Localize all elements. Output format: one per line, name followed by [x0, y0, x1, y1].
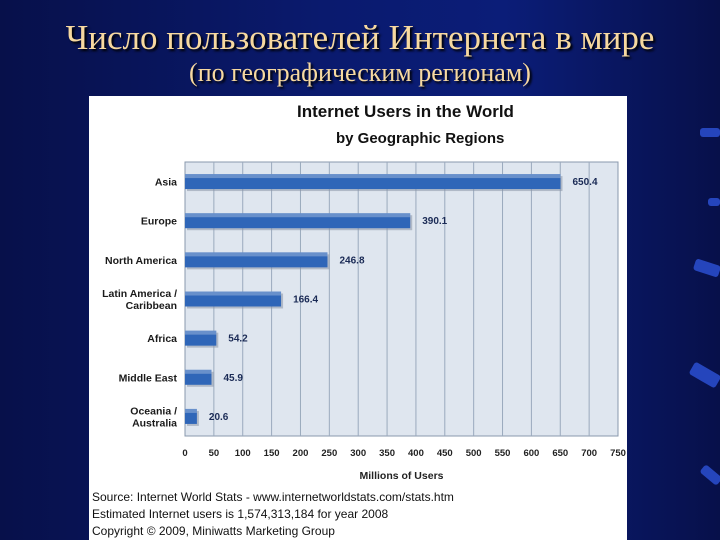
decorative-stripe — [692, 258, 720, 278]
bar-highlight — [185, 408, 197, 413]
x-tick-label: 600 — [523, 448, 539, 459]
copyright-line: Copyright © 2009, Miniwatts Marketing Gr… — [92, 524, 335, 538]
data-label: 166.4 — [293, 295, 318, 306]
data-label: 390.1 — [422, 216, 447, 227]
x-tick-label: 100 — [235, 448, 251, 459]
chart-subtitle: by Geographic Regions — [336, 130, 504, 147]
chart-title: Internet Users in the World — [297, 102, 514, 121]
bar-highlight — [185, 213, 411, 218]
category-label: Oceania / — [130, 405, 177, 417]
chart-panel: Internet Users in the World by Geographic… — [89, 96, 627, 540]
x-tick-label: 450 — [437, 448, 453, 459]
data-label: 54.2 — [228, 334, 248, 345]
category-label: Middle East — [119, 372, 178, 384]
data-label: 650.4 — [572, 177, 597, 188]
category-label: North America — [105, 255, 177, 267]
x-tick-label: 350 — [379, 448, 395, 459]
bar — [185, 291, 282, 307]
x-tick-label: 750 — [610, 448, 626, 459]
x-tick-label: 700 — [581, 448, 597, 459]
x-tick-label: 150 — [264, 448, 280, 459]
slide-subtitle: (по географическим регионам) — [189, 58, 531, 87]
category-label: Europe — [141, 216, 177, 228]
slide-title: Число пользователей Интернета в мире — [65, 18, 655, 57]
users-estimate-line: Estimated Internet users is 1,574,313,18… — [92, 507, 389, 521]
bar-highlight — [185, 330, 217, 335]
decorative-stripe — [708, 198, 720, 206]
bar — [185, 252, 328, 268]
bar-highlight — [185, 369, 212, 374]
category-label: Caribbean — [126, 300, 177, 312]
bar-chart: Internet Users in the World by Geographic… — [102, 102, 626, 482]
bar-highlight — [185, 174, 561, 179]
x-tick-label: 300 — [350, 448, 366, 459]
x-tick-label: 650 — [552, 448, 568, 459]
bar-highlight — [185, 291, 282, 296]
bar — [185, 369, 212, 385]
x-tick-label: 550 — [495, 448, 511, 459]
data-label: 20.6 — [209, 412, 229, 423]
x-tick-label: 50 — [209, 448, 220, 459]
bar — [185, 174, 561, 190]
x-tick-label: 400 — [408, 448, 424, 459]
x-tick-label: 0 — [182, 448, 187, 459]
category-label: Africa — [147, 333, 177, 345]
x-tick-label: 200 — [293, 448, 309, 459]
x-tick-label: 500 — [466, 448, 482, 459]
category-label: Latin America / — [102, 288, 177, 300]
bar — [185, 213, 411, 229]
x-tick-label: 250 — [321, 448, 337, 459]
x-axis-label: Millions of Users — [359, 470, 443, 482]
bar — [185, 330, 217, 346]
bar — [185, 408, 197, 424]
category-label: Australia — [132, 417, 177, 429]
data-label: 246.8 — [339, 255, 364, 266]
decorative-stripe — [699, 464, 720, 486]
category-label: Asia — [155, 177, 177, 189]
source-line: Source: Internet World Stats - www.inter… — [92, 490, 454, 504]
data-label: 45.9 — [223, 373, 243, 384]
decorative-stripe — [688, 361, 720, 389]
bar-highlight — [185, 252, 328, 257]
decorative-stripe — [700, 128, 720, 137]
